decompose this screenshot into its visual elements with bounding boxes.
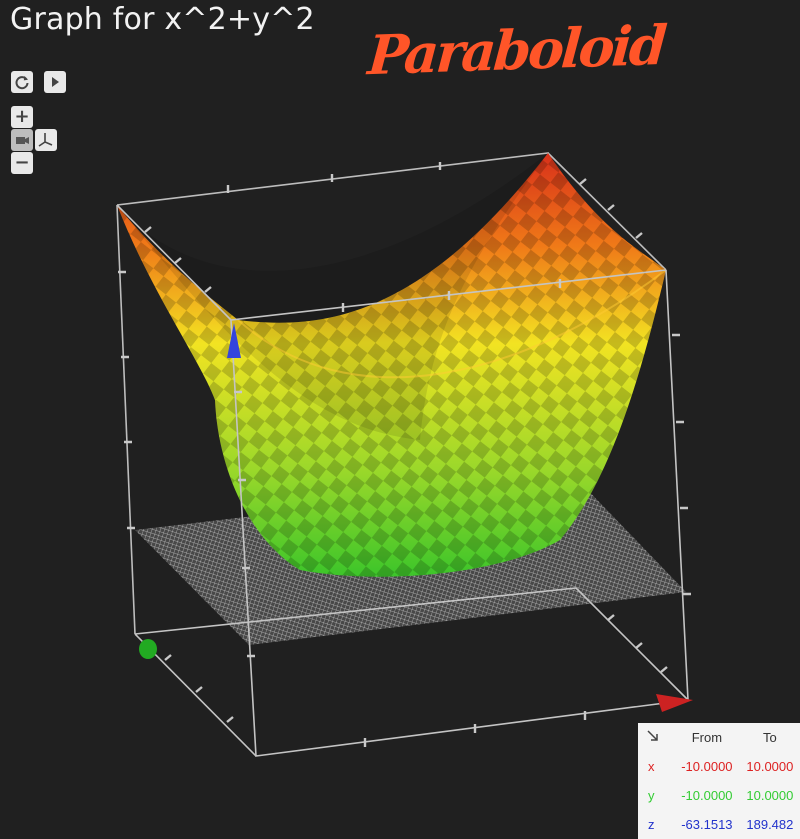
zoom-in-button[interactable]: + xyxy=(11,106,33,128)
bounding-box-front xyxy=(116,204,689,757)
x-axis-arrow[interactable] xyxy=(656,694,693,712)
from-header: From xyxy=(691,730,723,745)
range-to-input[interactable]: 10.0000 xyxy=(746,759,794,774)
refresh-button[interactable] xyxy=(11,71,33,93)
camera-button[interactable] xyxy=(11,129,33,151)
axes-icon xyxy=(38,133,53,147)
axis-label: x xyxy=(648,759,655,774)
graph-title: Graph for x^2+y^2 xyxy=(10,2,315,37)
y-axis-handle[interactable] xyxy=(139,639,157,659)
play-button[interactable] xyxy=(44,71,66,93)
range-row-y: y -10.0000 10.0000 xyxy=(638,781,800,810)
refresh-icon xyxy=(15,76,29,90)
zoom-out-button[interactable]: − xyxy=(11,152,33,174)
range-to-input[interactable]: 189.482 xyxy=(746,817,794,832)
arrow-down-right-icon xyxy=(647,730,658,741)
range-corner[interactable] xyxy=(638,723,674,752)
z-axis-arrow[interactable] xyxy=(227,323,241,358)
range-from-input[interactable]: -63.1513 xyxy=(681,817,733,832)
range-row-z: z -63.1513 189.482 xyxy=(638,810,800,839)
range-row-x: x -10.0000 10.0000 xyxy=(638,752,800,781)
paraboloid-surface xyxy=(117,153,667,577)
to-header: To xyxy=(763,730,777,745)
range-from-input[interactable]: -10.0000 xyxy=(681,788,733,803)
axis-ticks xyxy=(118,162,691,747)
range-to-input[interactable]: 10.0000 xyxy=(746,788,794,803)
play-icon xyxy=(52,77,59,87)
axis-label: z xyxy=(648,817,655,832)
camera-icon xyxy=(16,137,29,144)
axis-label: y xyxy=(648,788,655,803)
range-from-input[interactable]: -10.0000 xyxy=(681,759,733,774)
axes-button[interactable] xyxy=(35,129,57,151)
axis-range-panel: From To x -10.0000 10.0000 y -10.0000 10… xyxy=(638,723,800,839)
